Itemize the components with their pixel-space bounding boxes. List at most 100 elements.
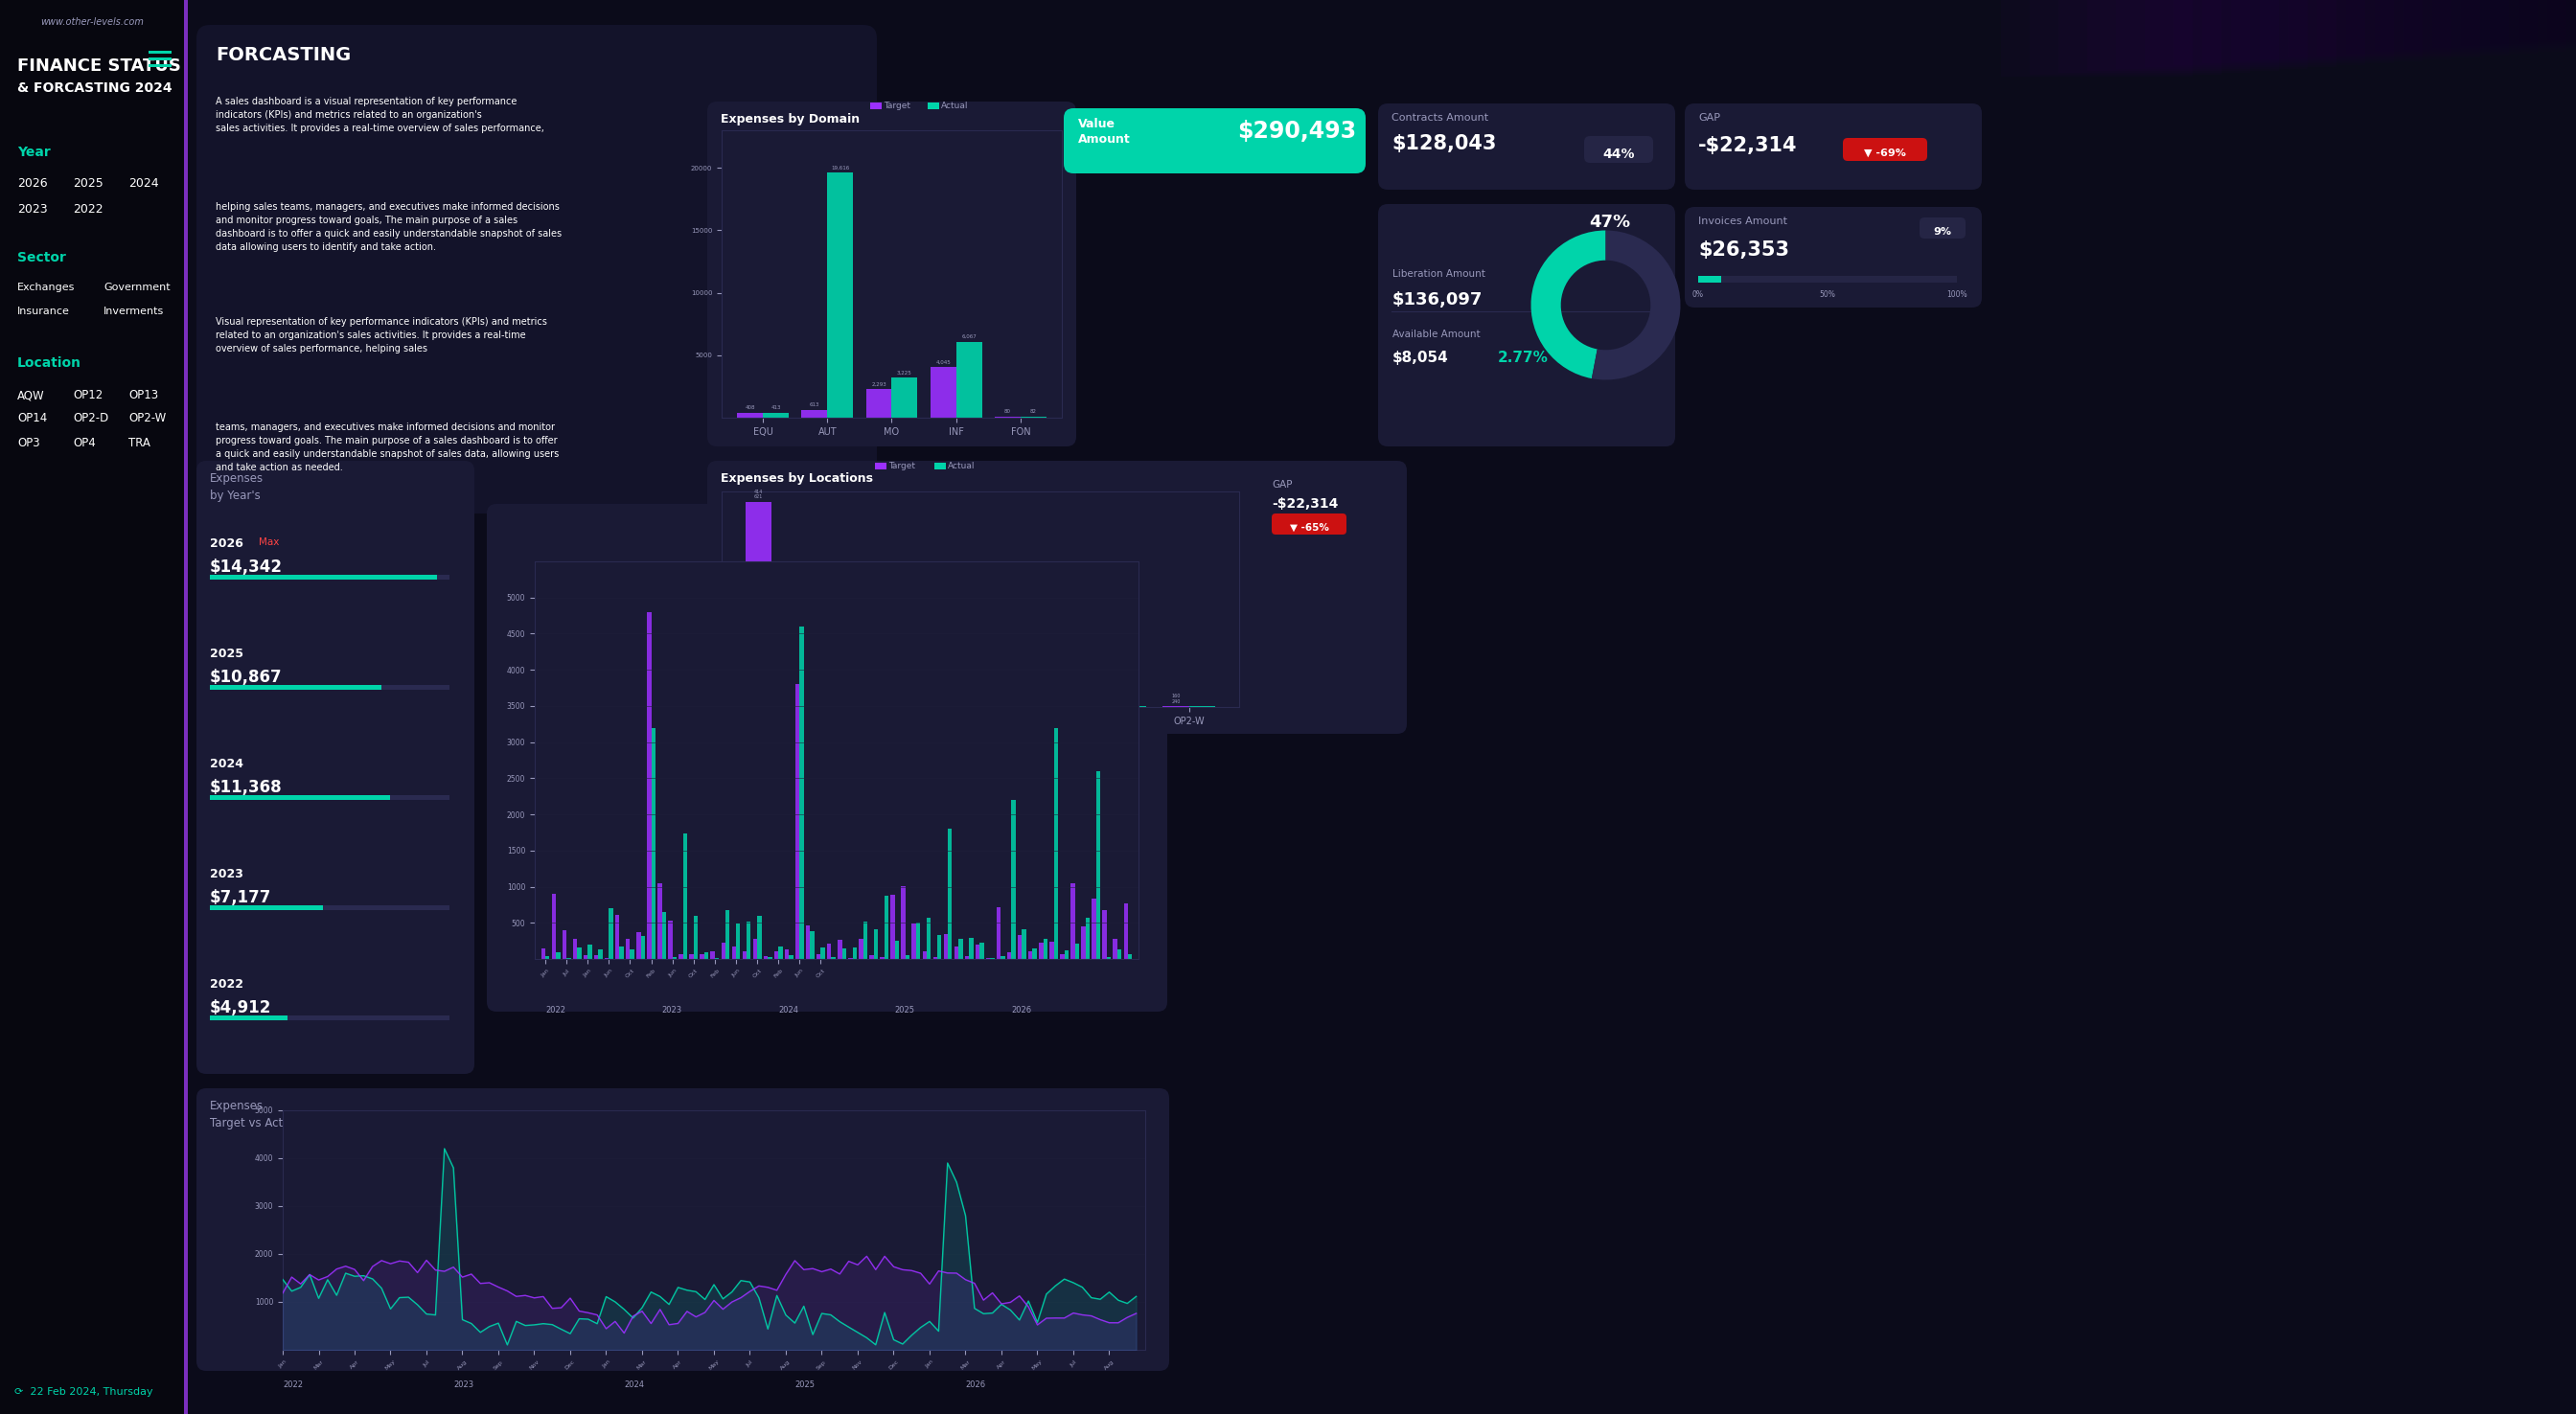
Text: 2026: 2026: [18, 177, 46, 189]
Bar: [1023, 697, 1051, 707]
Text: helping sales teams, managers, and executives make informed decisions
and monito: helping sales teams, managers, and execu…: [216, 202, 562, 252]
Text: 2025: 2025: [209, 648, 242, 660]
Bar: [721, 943, 726, 959]
Bar: [969, 937, 974, 959]
Text: TRA: TRA: [129, 437, 149, 450]
Bar: [1082, 926, 1084, 959]
Text: Expenses: Expenses: [209, 1100, 263, 1113]
Text: Target vs Actual: Target vs Actual: [209, 1117, 301, 1130]
Text: 2023: 2023: [209, 868, 242, 881]
FancyBboxPatch shape: [1378, 103, 1674, 189]
Bar: [1074, 943, 1079, 959]
Bar: [209, 795, 448, 800]
Bar: [2548, 0, 2576, 40]
Bar: [1108, 957, 1110, 959]
Text: Actual: Actual: [940, 102, 969, 110]
Text: 2023: 2023: [18, 204, 46, 215]
Text: teams, managers, and executives make informed decisions and monitor
progress tow: teams, managers, and executives make inf…: [216, 423, 559, 472]
Bar: [562, 930, 567, 959]
Text: Invoices Amount: Invoices Amount: [1698, 216, 1788, 226]
FancyBboxPatch shape: [196, 461, 474, 1073]
FancyBboxPatch shape: [1685, 206, 1981, 307]
Bar: [546, 956, 549, 959]
Bar: [647, 612, 652, 959]
Text: 413: 413: [770, 406, 781, 410]
Bar: [737, 923, 739, 959]
Bar: [788, 956, 793, 959]
Text: 3,225: 3,225: [896, 370, 912, 375]
Bar: [979, 943, 984, 959]
Text: Expenses: Expenses: [209, 472, 263, 485]
Bar: [711, 952, 714, 959]
Bar: [953, 699, 981, 707]
Bar: [762, 956, 768, 959]
Bar: [796, 684, 799, 959]
Bar: [1033, 947, 1036, 959]
Bar: [747, 921, 750, 959]
Text: 80: 80: [1005, 410, 1010, 414]
Bar: [881, 957, 884, 959]
Text: ▼ -65%: ▼ -65%: [1291, 523, 1329, 533]
Text: 2022: 2022: [72, 204, 103, 215]
Text: 2.77%: 2.77%: [1497, 351, 1548, 365]
Bar: [149, 64, 173, 66]
Text: 1,575
1,921: 1,575 1,921: [961, 686, 974, 696]
FancyBboxPatch shape: [1685, 103, 1981, 189]
FancyBboxPatch shape: [1842, 139, 1927, 161]
FancyBboxPatch shape: [1584, 136, 1654, 163]
Bar: [1113, 939, 1118, 959]
Bar: [912, 686, 938, 707]
Text: 2026: 2026: [1012, 1005, 1030, 1015]
Bar: [2347, 0, 2537, 54]
Bar: [2259, 0, 2452, 59]
Bar: [1023, 929, 1025, 959]
Bar: [935, 462, 945, 469]
Text: $290,493: $290,493: [1236, 120, 1355, 143]
Bar: [616, 915, 618, 959]
Text: Amount: Amount: [1079, 133, 1131, 146]
Bar: [809, 930, 814, 959]
Text: Actual: Actual: [948, 462, 976, 471]
Bar: [209, 575, 448, 580]
Bar: [981, 697, 1007, 707]
Bar: [742, 952, 747, 959]
FancyBboxPatch shape: [1064, 109, 1365, 174]
Bar: [927, 918, 930, 959]
Bar: [672, 957, 677, 959]
Bar: [1097, 771, 1100, 959]
Bar: [894, 940, 899, 959]
Text: 408: 408: [744, 406, 755, 410]
Bar: [1054, 728, 1059, 959]
Bar: [958, 939, 963, 959]
Text: Expenses by Domain: Expenses by Domain: [721, 113, 860, 126]
Text: 2022: 2022: [283, 1381, 304, 1390]
Bar: [1064, 950, 1069, 959]
FancyBboxPatch shape: [1919, 218, 1965, 239]
Bar: [873, 929, 878, 959]
Text: -$22,314: -$22,314: [1698, 136, 1798, 156]
Bar: [209, 575, 438, 580]
Text: 2,093
3,889: 2,093 3,889: [891, 683, 904, 693]
Text: 2024: 2024: [778, 1005, 799, 1015]
Text: $128,043: $128,043: [1391, 134, 1497, 153]
Bar: [817, 954, 822, 959]
Text: 2024: 2024: [209, 758, 242, 771]
Bar: [1038, 943, 1043, 959]
Bar: [667, 921, 672, 959]
Bar: [891, 895, 894, 959]
Bar: [0, 0, 183, 1414]
Text: 2,293: 2,293: [871, 382, 886, 386]
Bar: [884, 696, 912, 707]
Text: 2024: 2024: [129, 177, 160, 189]
Bar: [149, 51, 173, 54]
Bar: [2491, 0, 2576, 44]
Bar: [837, 939, 842, 959]
Text: 2022: 2022: [546, 1005, 567, 1015]
Bar: [577, 947, 582, 959]
Text: $136,097: $136,097: [1394, 291, 1484, 308]
Text: 2024: 2024: [623, 1381, 644, 1390]
Text: Profits and Loss: Profits and Loss: [734, 533, 855, 546]
Bar: [1084, 918, 1090, 959]
Bar: [806, 926, 809, 959]
Text: Target: Target: [889, 462, 914, 471]
